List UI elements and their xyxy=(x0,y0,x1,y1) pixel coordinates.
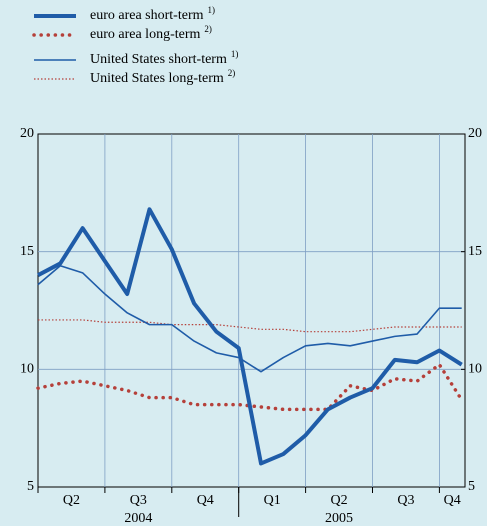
x-year-label: 2004 xyxy=(124,511,152,526)
legend-note: 2) xyxy=(204,24,212,34)
plot-area xyxy=(37,133,466,488)
y-tick-label: 15 xyxy=(20,244,34,259)
x-quarter-label: Q2 xyxy=(63,493,80,508)
y-tick-label: 10 xyxy=(20,362,34,377)
y-tick-label: 5 xyxy=(27,479,34,494)
series-line xyxy=(37,264,462,373)
x-quarter-label: Q1 xyxy=(264,493,281,508)
y2-tick-label: 5 xyxy=(468,479,475,494)
x-quarter-label: Q4 xyxy=(444,493,461,508)
legend-label: United States long-term xyxy=(90,71,224,86)
legend-label: euro area short-term xyxy=(90,8,204,23)
y2-tick-label: 15 xyxy=(468,244,482,259)
series-line xyxy=(36,362,464,412)
legend-label: United States short-term xyxy=(90,52,227,67)
legend-note: 2) xyxy=(228,68,236,78)
y2-tick-label: 20 xyxy=(468,126,482,141)
y2-tick-label: 10 xyxy=(468,362,482,377)
x-quarter-label: Q4 xyxy=(197,493,214,508)
legend-note: 1) xyxy=(208,5,216,15)
series-line xyxy=(38,319,462,333)
series-line xyxy=(37,207,463,466)
x-year-label: 2005 xyxy=(325,511,353,526)
x-quarter-label: Q2 xyxy=(330,493,347,508)
y-tick-label: 20 xyxy=(20,126,34,141)
legend-note: 1) xyxy=(231,49,239,59)
x-quarter-label: Q3 xyxy=(130,493,147,508)
x-quarter-label: Q3 xyxy=(397,493,414,508)
legend-label: euro area long-term xyxy=(90,27,200,42)
